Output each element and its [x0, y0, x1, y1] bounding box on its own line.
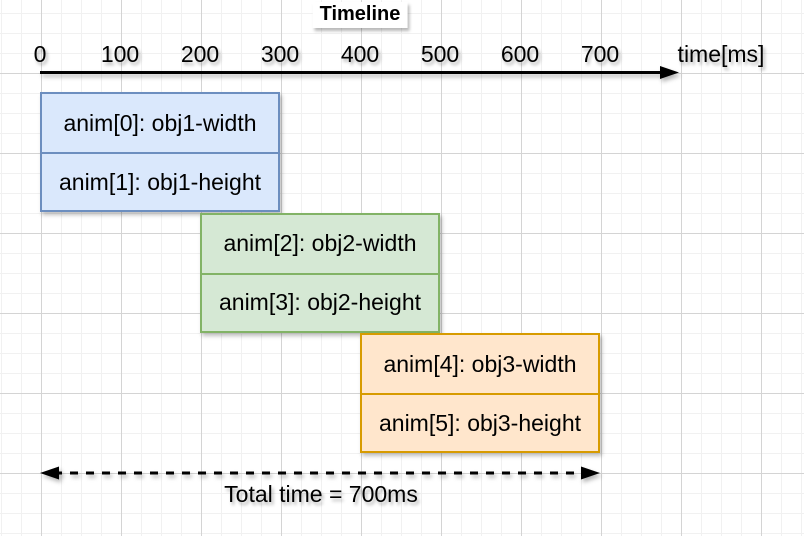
axis-tick-label: 700 [580, 41, 620, 67]
anim-bar: anim[0]: obj1-width [42, 94, 278, 152]
anim-bar-label: anim[2]: obj2-width [223, 230, 417, 256]
axis-tick-label: 300 [260, 41, 300, 67]
total-time-label: Total time = 700ms [224, 481, 418, 507]
axis-tick-label: 600 [500, 41, 540, 67]
anim-bar-label: anim[4]: obj3-width [383, 350, 577, 377]
diagram-title: Timeline [312, 2, 408, 28]
anim-bar: anim[5]: obj3-height [362, 393, 598, 451]
anim-group-obj2: anim[2]: obj2-width anim[3]: obj2-height [200, 212, 440, 333]
axis-tick-label: 100 [100, 41, 140, 67]
anim-bar-label: anim[1]: obj1-height [58, 168, 261, 195]
axis-unit-label: time[ms] [677, 41, 765, 67]
anim-bar-label: anim[5]: obj3-height [378, 409, 581, 436]
axis-arrowhead-icon [660, 66, 679, 79]
total-time-arrow [40, 466, 600, 480]
anim-bar-label: anim[0]: obj1-width [63, 109, 257, 136]
anim-bar: anim[4]: obj3-width [362, 335, 598, 393]
anim-bar: anim[3]: obj2-height [202, 272, 438, 331]
axis-tick-label: 400 [340, 41, 380, 67]
anim-bar: anim[2]: obj2-width [202, 215, 438, 273]
anim-group-obj3: anim[4]: obj3-width anim[5]: obj3-height [360, 333, 600, 453]
axis-tick-label: 200 [180, 41, 220, 67]
arrow-right-icon [581, 466, 600, 480]
arrow-left-icon [40, 466, 59, 480]
anim-group-obj1: anim[0]: obj1-width anim[1]: obj1-height [40, 92, 280, 212]
axis-tick-label: 500 [420, 41, 460, 67]
anim-bar: anim[1]: obj1-height [42, 152, 278, 210]
anim-bar-label: anim[3]: obj2-height [218, 289, 421, 315]
axis-tick-label: 0 [33, 41, 47, 67]
